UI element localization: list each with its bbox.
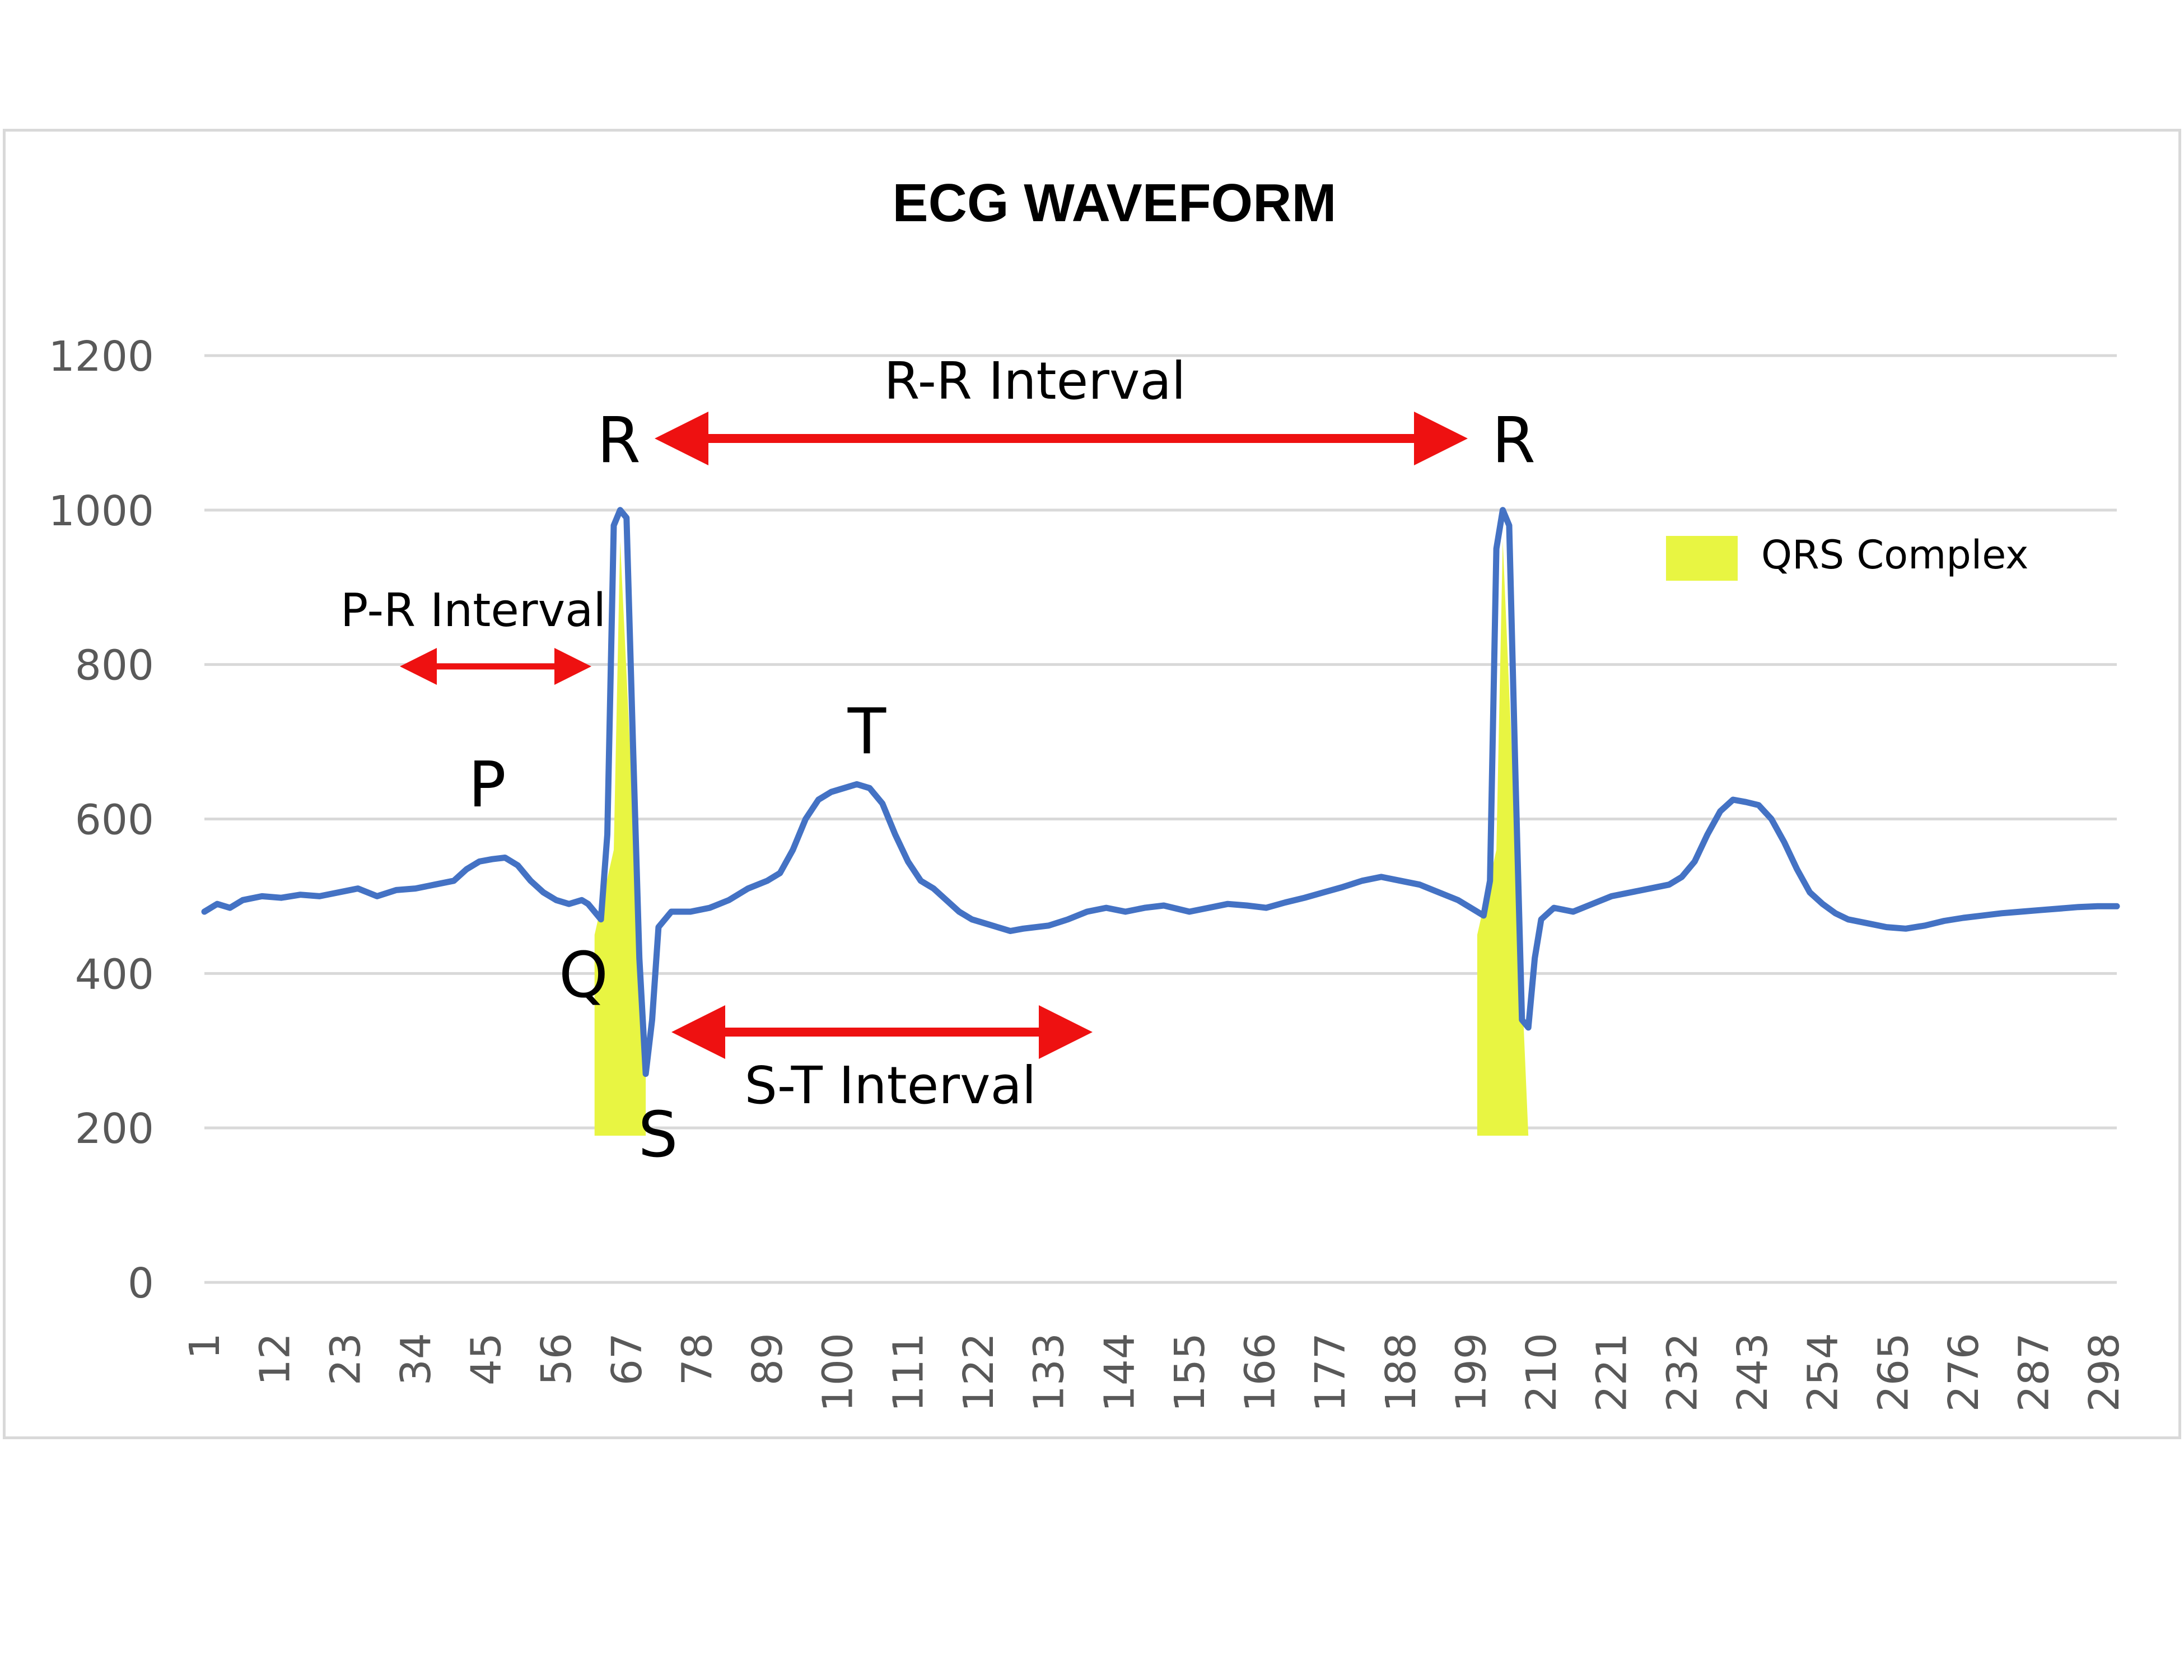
peak-label-r-2: R [1492, 404, 1536, 477]
x-tick-label: 155 [1166, 1333, 1214, 1412]
st-interval-label: S-T Interval [745, 1056, 1037, 1116]
rr-interval-label: R-R Interval [884, 351, 1186, 411]
x-tick-label: 265 [1869, 1333, 1917, 1412]
y-tick-label: 1000 [49, 487, 154, 535]
x-tick-label: 254 [1799, 1333, 1847, 1412]
x-tick-label: 287 [2010, 1333, 2059, 1412]
ecg-series-line [201, 507, 2120, 1077]
x-tick-label: 166 [1236, 1333, 1285, 1412]
legend-swatch-qrs [1666, 536, 1738, 581]
legend-label-qrs: QRS Complex [1761, 532, 2028, 578]
qrs-fill-2 [1477, 541, 1529, 1136]
x-tick-label: 133 [1025, 1333, 1074, 1412]
peak-label-r-1: R [597, 404, 641, 477]
wave-label-p: P [468, 749, 506, 822]
wave-label-q: Q [559, 939, 608, 1012]
y-tick-label: 600 [75, 796, 154, 844]
x-tick-label: 276 [1940, 1333, 1988, 1412]
y-tick-label: 200 [75, 1105, 154, 1153]
y-axis-ticks: 0 200 400 600 800 1000 1200 [49, 333, 154, 1308]
x-tick-label: 56 [533, 1333, 581, 1385]
x-tick-label: 67 [603, 1333, 651, 1385]
x-tick-label: 89 [744, 1333, 792, 1385]
x-tick-label: 243 [1729, 1333, 1777, 1412]
x-tick-label: 210 [1518, 1333, 1566, 1412]
x-tick-label: 12 [251, 1333, 300, 1385]
x-tick-label: 144 [1095, 1333, 1144, 1412]
x-tick-label: 100 [814, 1333, 862, 1412]
wave-label-s: S [638, 1099, 678, 1172]
y-tick-label: 400 [75, 950, 154, 998]
qrs-complex-fills [594, 541, 1529, 1136]
chart-frame [3, 129, 2181, 1439]
x-tick-label: 45 [463, 1333, 511, 1385]
x-tick-label: 199 [1447, 1333, 1495, 1412]
x-tick-label: 122 [955, 1333, 1003, 1412]
wave-label-t: T [847, 696, 886, 768]
y-tick-label: 1200 [49, 333, 154, 381]
pr-interval-label: P-R Interval [340, 584, 606, 637]
x-tick-label: 23 [321, 1333, 370, 1385]
y-tick-label: 800 [75, 642, 154, 690]
x-tick-label: 232 [1658, 1333, 1706, 1412]
y-tick-label: 0 [128, 1259, 154, 1308]
x-tick-label: 34 [392, 1333, 440, 1385]
x-tick-label: 1 [181, 1333, 229, 1359]
x-tick-label: 298 [2080, 1333, 2129, 1412]
x-tick-label: 188 [1377, 1333, 1425, 1412]
chart-title: ECG WAVEFORM [893, 173, 1337, 233]
x-tick-label: 221 [1588, 1333, 1636, 1412]
qrs-fill-1 [594, 541, 646, 1136]
x-tick-label: 177 [1306, 1333, 1355, 1412]
x-tick-label: 78 [673, 1333, 721, 1385]
x-tick-label: 111 [884, 1333, 932, 1412]
x-axis-ticks: 1 12 23 34 45 56 67 78 89 100 111 122 133 144 155 166 17… [181, 1333, 2129, 1412]
